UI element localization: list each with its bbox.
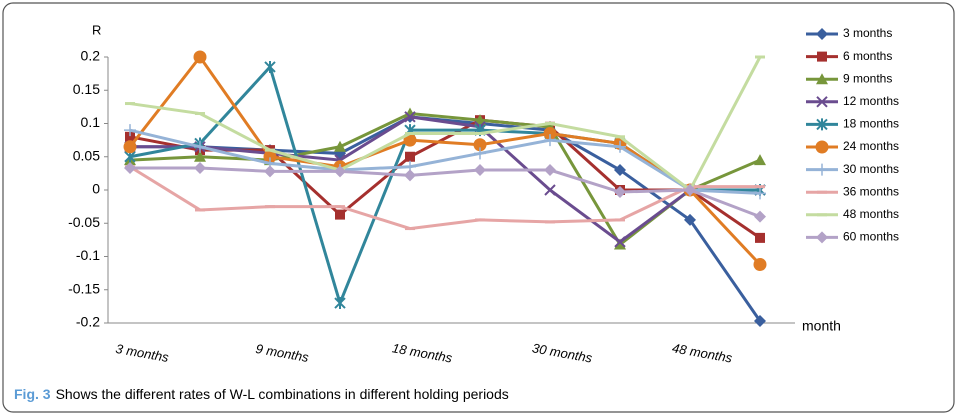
- legend-label: 12 months: [843, 94, 899, 108]
- marker: [544, 184, 556, 196]
- y-tick-label: -0.2: [76, 314, 100, 330]
- legend-marker: [816, 28, 828, 40]
- legend-label: 36 months: [843, 184, 899, 198]
- marker: [404, 169, 416, 182]
- legend-marker: [816, 73, 828, 85]
- marker: [264, 165, 276, 178]
- series: [124, 162, 766, 223]
- marker: [405, 151, 415, 162]
- marker: [404, 111, 416, 123]
- series-line: [130, 166, 761, 219]
- marker: [474, 164, 486, 177]
- caption: Fig. 3 Shows the different rates of W-L c…: [14, 386, 509, 402]
- legend-marker: [816, 231, 828, 244]
- caption-label: Fig. 3: [14, 386, 51, 402]
- marker: [263, 150, 277, 164]
- marker: [194, 150, 206, 162]
- y-tick-label: -0.15: [68, 280, 100, 296]
- caption-text: Shows the different rates of W-L combina…: [56, 386, 509, 402]
- marker: [684, 184, 696, 196]
- y-axis-label: R: [92, 22, 101, 37]
- marker: [614, 238, 626, 250]
- legend-label: 6 months: [843, 49, 892, 63]
- marker: [123, 140, 137, 154]
- marker: [754, 187, 766, 200]
- marker: [335, 209, 345, 220]
- series-line: [129, 128, 761, 195]
- marker: [334, 140, 346, 152]
- marker: [334, 165, 346, 178]
- marker: [614, 164, 626, 177]
- legend-marker: [816, 163, 828, 176]
- legend-label: 3 months: [843, 26, 892, 40]
- marker: [403, 133, 417, 147]
- legend-marker: [815, 140, 829, 154]
- marker: [614, 185, 626, 198]
- series-line: [129, 56, 762, 193]
- marker: [194, 162, 206, 175]
- y-tick-label: 0.2: [81, 48, 101, 64]
- marker: [544, 164, 556, 177]
- marker: [755, 232, 765, 243]
- marker: [543, 126, 557, 140]
- marker: [193, 50, 207, 64]
- legend-label: 30 months: [843, 162, 899, 176]
- y-tick-label: 0: [92, 181, 100, 197]
- y-tick-label: -0.1: [76, 247, 100, 263]
- marker: [473, 138, 487, 152]
- marker: [754, 315, 766, 328]
- y-tick-label: 0.1: [81, 114, 101, 130]
- marker: [124, 162, 136, 175]
- marker: [753, 257, 767, 271]
- x-axis-label: month: [802, 318, 841, 334]
- marker: [194, 140, 206, 153]
- legend-marker: [817, 51, 827, 62]
- marker: [544, 134, 556, 147]
- marker: [684, 213, 696, 226]
- marker: [614, 140, 626, 153]
- y-tick-label: -0.05: [68, 214, 100, 230]
- legend-label: 48 months: [843, 207, 899, 221]
- legend-marker: [816, 96, 828, 108]
- marker: [334, 297, 346, 310]
- marker: [264, 60, 276, 73]
- series-line: [129, 165, 760, 231]
- legend-label: 60 months: [843, 230, 899, 244]
- marker: [614, 236, 626, 248]
- series-line: [130, 115, 760, 244]
- marker: [125, 131, 135, 142]
- marker: [124, 124, 136, 137]
- legend-marker: [816, 118, 828, 131]
- marker: [474, 147, 486, 160]
- marker: [754, 154, 766, 166]
- legend-label: 24 months: [843, 139, 899, 153]
- y-tick-label: 0.15: [73, 81, 100, 97]
- series-line: [130, 115, 762, 322]
- legend-label: 18 months: [843, 117, 899, 131]
- legend-label: 9 months: [843, 71, 892, 85]
- marker: [754, 210, 766, 223]
- y-tick-label: 0.05: [73, 147, 100, 163]
